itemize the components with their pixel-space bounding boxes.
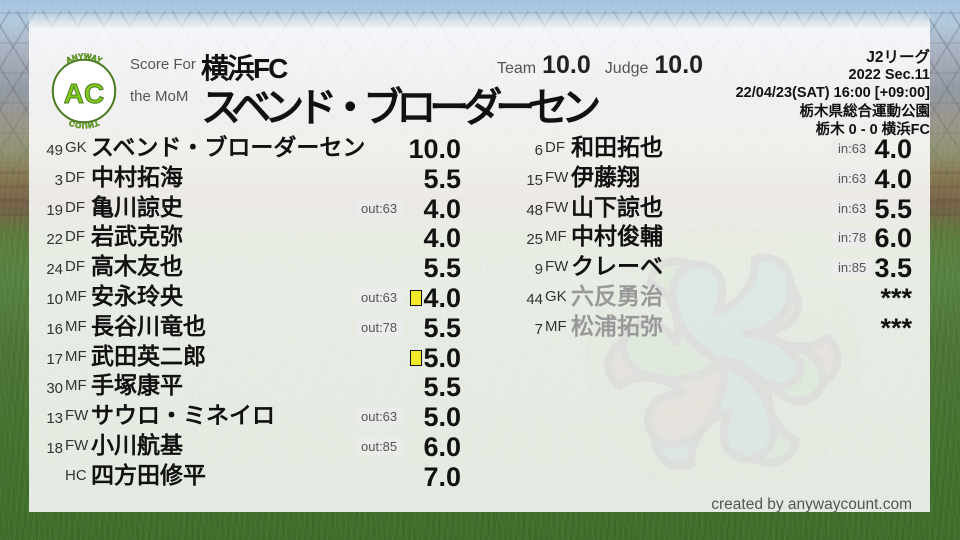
svg-text:AC: AC: [64, 78, 104, 109]
